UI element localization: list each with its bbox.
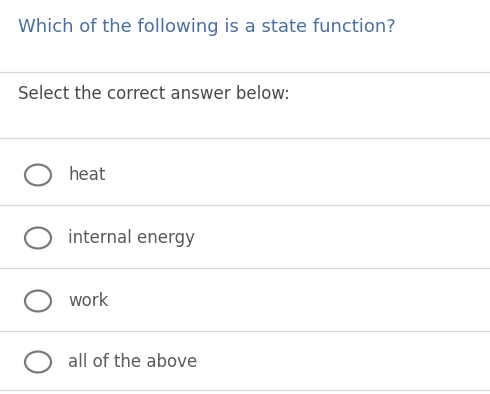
Text: work: work [68, 292, 108, 310]
Text: internal energy: internal energy [68, 229, 195, 247]
Text: all of the above: all of the above [68, 353, 197, 371]
Text: Which of the following is a state function?: Which of the following is a state functi… [18, 18, 396, 36]
Text: heat: heat [68, 166, 105, 184]
Text: Select the correct answer below:: Select the correct answer below: [18, 85, 290, 103]
